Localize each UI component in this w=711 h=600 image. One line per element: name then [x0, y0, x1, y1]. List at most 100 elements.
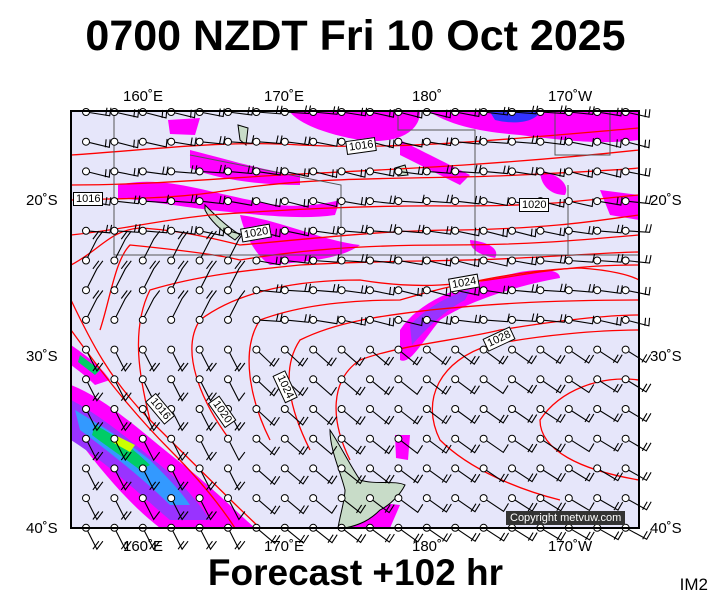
station-marker	[564, 345, 573, 354]
wind-barb	[568, 497, 595, 512]
wind-barb	[426, 194, 454, 204]
wind-barb	[227, 290, 246, 321]
wind-barb	[256, 256, 282, 266]
wind-barb	[341, 253, 368, 263]
station-marker	[82, 375, 90, 384]
station-marker	[451, 345, 460, 354]
wind-barb	[369, 349, 395, 366]
wind-barb	[284, 227, 310, 237]
wind-barb	[85, 224, 113, 234]
station-marker	[508, 286, 516, 295]
station-marker	[508, 226, 516, 235]
station-marker	[224, 286, 232, 295]
station-marker	[138, 286, 147, 295]
station-marker	[195, 434, 204, 443]
wind-barb	[483, 408, 509, 424]
station-marker	[508, 494, 516, 503]
station-marker	[564, 286, 573, 295]
station-marker	[252, 464, 261, 473]
station-marker	[479, 434, 488, 443]
station-marker	[309, 286, 318, 295]
station-marker	[366, 494, 374, 503]
station-marker	[252, 494, 261, 503]
wind-barb	[199, 164, 226, 174]
station-marker	[110, 197, 119, 206]
wind-barb	[540, 136, 567, 146]
station-marker	[195, 375, 204, 384]
wind-barb	[511, 135, 539, 145]
wind-barb	[114, 224, 141, 233]
station-marker	[280, 286, 289, 295]
wind-barb	[540, 408, 566, 424]
station-marker	[309, 405, 318, 413]
station-marker	[82, 286, 90, 295]
map-title: 0700 NZDT Fri 10 Oct 2025	[85, 12, 626, 60]
wind-barb	[142, 224, 169, 234]
wind-barb	[625, 109, 651, 118]
wind-barb	[369, 527, 395, 543]
wind-barb	[369, 254, 396, 264]
lat-label-right: 20˚S	[650, 192, 682, 209]
station-marker	[280, 256, 289, 265]
wind-barb	[597, 139, 622, 149]
station-marker	[621, 197, 630, 206]
wind-barb	[398, 497, 424, 514]
wind-barb	[511, 527, 538, 542]
wind-barb	[85, 139, 111, 149]
wind-barb	[113, 497, 132, 521]
station-marker	[195, 167, 204, 176]
station-marker	[280, 464, 289, 473]
wind-barb	[568, 198, 594, 208]
wind-barb	[85, 230, 104, 261]
wind-barb	[171, 226, 197, 235]
wind-barb	[341, 497, 367, 514]
station-marker	[82, 256, 90, 265]
wind-barb	[256, 467, 281, 486]
lon-label-bottom: 170˚E	[264, 538, 305, 555]
station-marker	[167, 167, 176, 176]
wind-barb	[596, 438, 623, 452]
station-marker	[309, 226, 318, 235]
wind-barb	[596, 467, 624, 482]
station-marker	[224, 256, 232, 265]
wind-barb	[483, 197, 509, 207]
wind-barb	[284, 349, 309, 367]
wind-barb	[227, 349, 246, 373]
station-marker	[536, 434, 545, 443]
station-marker	[422, 345, 431, 354]
wind-barb	[511, 105, 539, 115]
wind-barb	[313, 315, 339, 325]
wind-barb	[483, 228, 509, 238]
station-marker	[422, 405, 431, 413]
station-marker	[309, 375, 318, 384]
wind-barb	[369, 286, 396, 296]
station-marker	[138, 137, 147, 146]
station-marker	[536, 405, 545, 413]
station-marker	[195, 494, 204, 503]
station-marker	[621, 434, 630, 443]
wind-barb	[596, 378, 623, 393]
map-frame	[70, 110, 640, 529]
station-marker	[337, 405, 346, 413]
wind-barb	[568, 226, 595, 235]
wind-barb	[170, 349, 189, 373]
wind-barb	[455, 287, 481, 296]
station-marker	[195, 137, 204, 146]
wind-barb	[227, 527, 246, 551]
station-marker	[167, 226, 176, 235]
station-marker	[195, 197, 204, 206]
wind-barb	[568, 527, 595, 541]
wind-barb	[597, 169, 622, 178]
station-marker	[536, 286, 545, 295]
station-marker	[621, 375, 630, 384]
station-marker	[593, 375, 602, 384]
wind-barb	[369, 224, 397, 233]
station-marker	[280, 197, 289, 206]
wind-barb	[483, 467, 509, 483]
station-marker	[422, 315, 431, 324]
lon-label-top: 170˚W	[548, 88, 593, 105]
wind-barb	[398, 287, 424, 297]
wind-barb	[455, 227, 481, 237]
wind-barb	[85, 169, 111, 178]
station-marker	[451, 226, 460, 235]
